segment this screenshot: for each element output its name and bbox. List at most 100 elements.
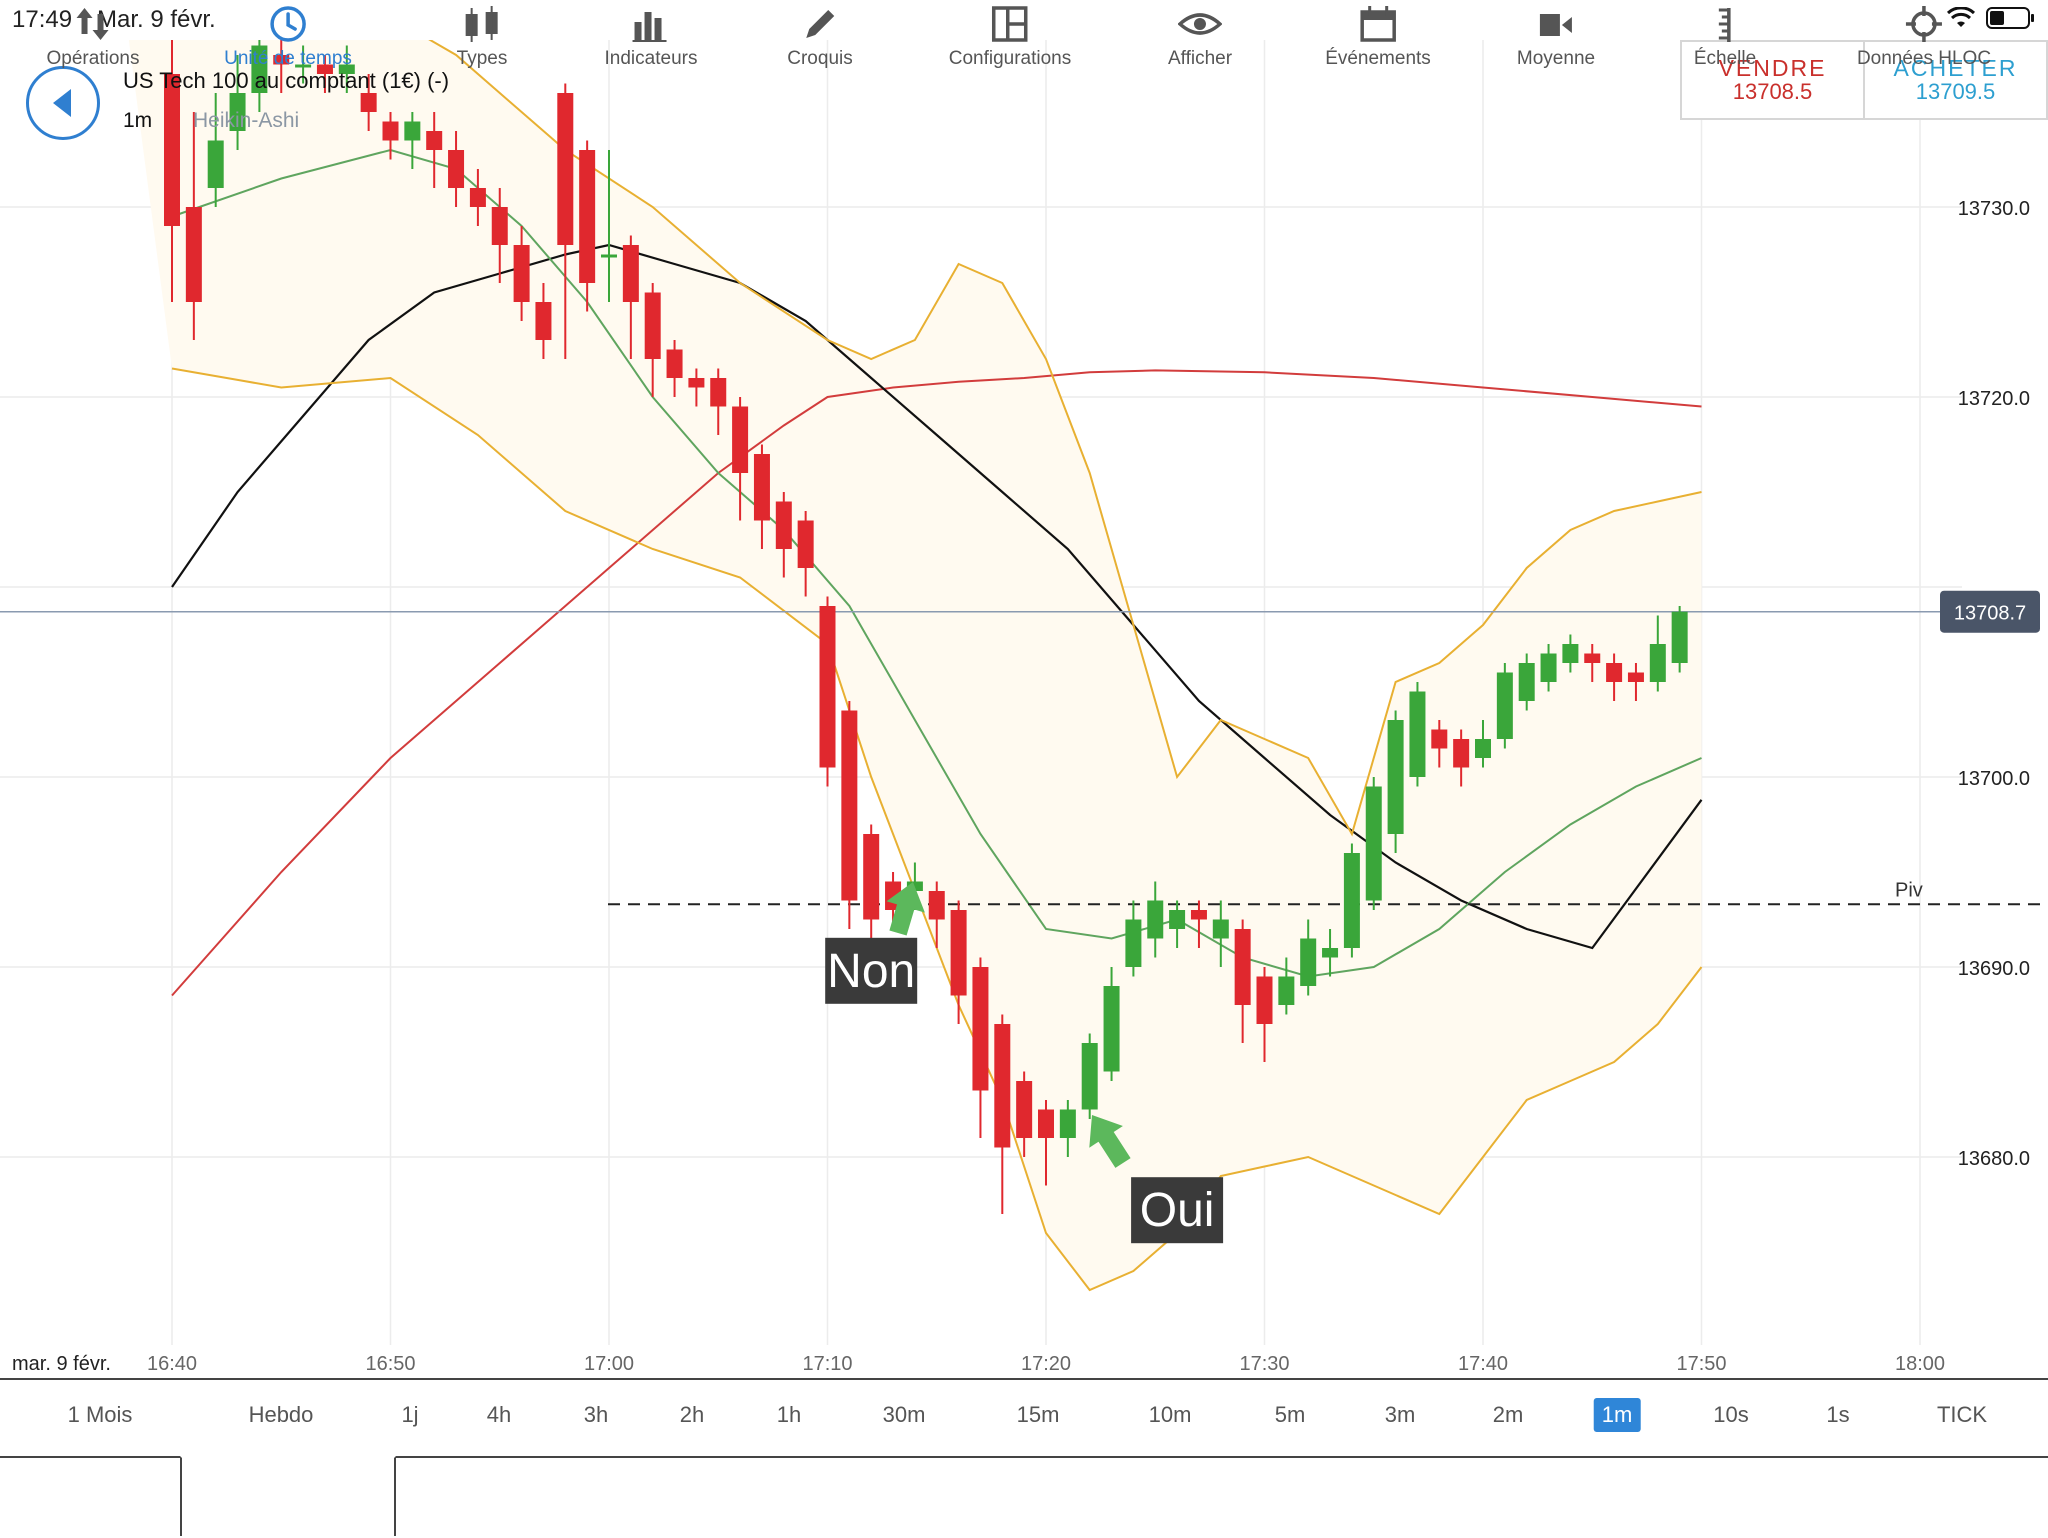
candle — [644, 283, 661, 397]
candle-body — [491, 207, 508, 245]
candle-body — [1562, 644, 1579, 663]
candle — [316, 55, 333, 93]
candle — [338, 45, 355, 93]
timeframe-1h[interactable]: 1h — [776, 1402, 802, 1427]
timeframe-10m[interactable]: 10m — [1148, 1402, 1192, 1427]
timeframe-2m[interactable]: 2m — [1492, 1402, 1524, 1427]
candle — [797, 511, 814, 597]
candle-body — [1278, 976, 1295, 1005]
candle — [1322, 929, 1339, 977]
tool-types-label: Types — [456, 48, 508, 69]
tool-indicateurs[interactable]: Indicateurs — [605, 0, 697, 80]
x-tick-label: 16:40 — [147, 1353, 197, 1375]
tool-unite-de-temps[interactable]: Unité de temps — [224, 0, 352, 80]
candle — [1562, 634, 1579, 673]
instrument-timeframe: 1m — [123, 109, 153, 132]
bollinger-band-fill — [128, 40, 1702, 1290]
tool-configurations[interactable]: Configurations — [949, 0, 1071, 80]
timeframe-30m[interactable]: 30m — [882, 1402, 926, 1427]
indicator-lines — [171, 40, 1703, 1292]
crosshair-icon — [1906, 6, 1942, 42]
candle-body — [426, 131, 443, 150]
y-axis-ticks: 13730.0 13720.0 13700.0 13690.0 13680.0 — [1958, 198, 2030, 1170]
candle-body — [950, 910, 967, 996]
timeframe-10s[interactable]: 10s — [1713, 1402, 1749, 1427]
tool-donnees-hloc[interactable]: Données HLOC — [1857, 0, 1991, 80]
candle-body — [994, 1024, 1011, 1148]
candle-body — [819, 606, 836, 768]
candle — [1125, 900, 1142, 977]
tool-croquis[interactable]: Croquis — [787, 0, 853, 80]
candle-body — [688, 378, 705, 388]
tool-unite-de-temps-label: Unité de temps — [224, 48, 352, 69]
instrument-name[interactable]: US Tech 100 au comptant (1€) (-) — [123, 68, 450, 93]
candle — [622, 235, 639, 359]
candle — [753, 444, 770, 549]
timeframe-hebdo[interactable]: Hebdo — [248, 1402, 314, 1427]
candle — [972, 957, 989, 1138]
candle-body — [360, 93, 377, 112]
timeframe-5m[interactable]: 5m — [1274, 1402, 1306, 1427]
candle-body — [273, 55, 290, 65]
candle-body — [579, 150, 596, 283]
candle — [928, 881, 945, 948]
candle-body — [732, 406, 749, 473]
candle — [1256, 967, 1273, 1062]
y-tick-label: 13690.0 — [1958, 958, 2030, 980]
candle — [1103, 967, 1120, 1081]
back-button[interactable] — [26, 66, 100, 140]
x-tick-label: 17:30 — [1239, 1353, 1289, 1375]
x-tick-label: 16:50 — [365, 1353, 415, 1375]
candle — [1649, 615, 1666, 692]
candle — [448, 131, 465, 207]
candle — [1365, 777, 1382, 910]
timeframe-1m[interactable]: 1m — [1593, 1398, 1641, 1432]
timeframe-2h[interactable]: 2h — [679, 1402, 705, 1427]
candle — [1016, 1071, 1033, 1157]
tool-operations[interactable]: Opérations — [47, 0, 139, 80]
x-axis-date: mar. 9 févr. — [12, 1353, 111, 1375]
candle — [426, 112, 443, 188]
candle-body — [906, 881, 923, 891]
candle — [1038, 1100, 1054, 1186]
candle — [1496, 663, 1513, 749]
timeframe-4h[interactable]: 4h — [486, 1402, 512, 1427]
timeframe-1-mois[interactable]: 1 Mois — [67, 1402, 133, 1427]
timeframe-tick[interactable]: TICK — [1936, 1402, 1988, 1427]
timeframe-3m[interactable]: 3m — [1384, 1402, 1416, 1427]
timeframe-15m[interactable]: 15m — [1016, 1402, 1060, 1427]
tool-moyenne[interactable]: Moyenne — [1517, 0, 1595, 80]
tool-evenements-label: Événements — [1325, 48, 1431, 69]
annotation-text: Non — [827, 945, 915, 998]
candle-body — [1343, 853, 1360, 948]
tool-evenements[interactable]: Événements — [1325, 0, 1431, 80]
candle — [1081, 1033, 1098, 1119]
candle-body — [1016, 1081, 1033, 1138]
candle-body — [1125, 919, 1142, 967]
calendar-icon — [1360, 6, 1396, 42]
tool-croquis-label: Croquis — [787, 48, 853, 69]
candle-body — [622, 245, 639, 302]
timeframe-1j[interactable]: 1j — [401, 1402, 419, 1427]
candle-body — [1256, 976, 1273, 1024]
candle-body — [1431, 729, 1448, 749]
instrument-chart-type: Heikin-Ashi — [193, 109, 300, 132]
candle — [513, 226, 530, 321]
candle — [950, 900, 967, 1024]
back-arrow-icon — [53, 89, 71, 117]
current-price-tag: 13708.7 — [1940, 590, 2040, 633]
timeframe-1s[interactable]: 1s — [1826, 1402, 1850, 1427]
tool-echelle[interactable]: Échelle — [1694, 0, 1756, 80]
timeframe-3h[interactable]: 3h — [583, 1402, 609, 1427]
x-axis-ticks: 16:40 16:50 17:00 17:10 17:20 17:30 17:40 17:50… — [147, 1353, 1945, 1375]
tool-types[interactable]: Types — [456, 0, 508, 80]
annotation-box — [1131, 1177, 1224, 1244]
buy-button[interactable]: ACHETER 13709.5 — [1863, 42, 2046, 118]
camera-icon — [1539, 14, 1572, 36]
sell-button[interactable]: VENDRE 13708.5 — [1682, 42, 1863, 118]
price-chart[interactable]: Piv 13730.013720.013700.013690.013680.0 … — [0, 40, 2048, 1378]
tool-afficher[interactable]: Afficher — [1168, 0, 1232, 80]
candle-body — [863, 834, 880, 920]
moving-average-red-line — [171, 369, 1702, 997]
x-tick-label: 17:50 — [1676, 1353, 1726, 1375]
